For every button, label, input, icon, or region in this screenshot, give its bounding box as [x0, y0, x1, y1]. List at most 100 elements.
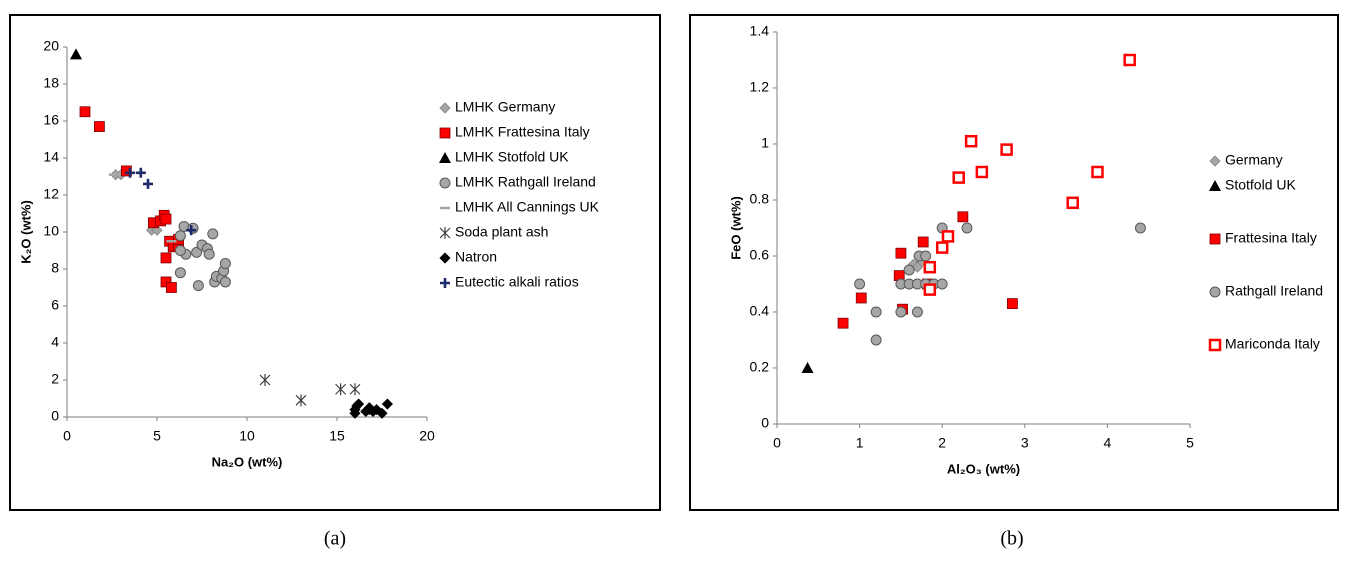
data-point	[125, 167, 135, 178]
y-tick-label: 1.2	[750, 79, 770, 95]
data-point	[363, 402, 375, 414]
x-axis-title: Na₂O (wt%)	[212, 454, 283, 469]
data-point	[160, 252, 172, 264]
data-point	[174, 267, 186, 279]
x-tick-label: 0	[773, 435, 781, 451]
data-point	[191, 246, 203, 258]
data-point	[957, 211, 969, 223]
y-tick-label: 18	[43, 75, 59, 91]
data-point	[855, 292, 867, 304]
data-point	[335, 383, 347, 396]
legend-marker	[439, 127, 451, 139]
y-tick-label: 10	[43, 223, 59, 239]
y-tick-label: 0	[761, 415, 769, 431]
x-tick-label: 2	[938, 435, 946, 451]
data-point	[917, 236, 929, 248]
y-tick-label: 0.4	[750, 303, 770, 319]
x-tick-label: 20	[419, 428, 435, 444]
data-point	[349, 383, 361, 396]
panel-frame	[689, 14, 1339, 511]
data-point	[1007, 298, 1018, 310]
x-tick-label: 3	[1021, 435, 1029, 451]
x-tick-label: 15	[329, 428, 345, 444]
data-point	[920, 250, 932, 262]
data-point	[165, 282, 177, 293]
y-tick-label: 6	[51, 297, 59, 313]
y-tick-label: 0	[51, 408, 59, 424]
data-point	[964, 134, 978, 148]
data-point	[961, 222, 973, 234]
legend-label: LMHK All Cannings UK	[455, 199, 600, 215]
legend-marker	[1209, 180, 1221, 191]
legend-label: Eutectic alkali ratios	[455, 274, 579, 290]
y-tick-label: 1	[761, 135, 769, 151]
x-axis-title: Al₂O₃ (wt%)	[947, 461, 1020, 476]
data-point	[381, 398, 393, 410]
y-tick-label: 0.8	[750, 191, 770, 207]
data-point	[135, 167, 146, 178]
y-tick-label: 4	[51, 334, 59, 350]
y-tick-label: 12	[43, 186, 59, 202]
panel-label: (b)	[1000, 528, 1023, 550]
data-point	[895, 306, 907, 318]
legend-label: Mariconda Italy	[1225, 336, 1320, 352]
legend-label: Rathgall Ireland	[1225, 283, 1323, 299]
data-point	[121, 165, 132, 177]
data-point	[79, 106, 91, 118]
data-point	[70, 48, 82, 60]
data-point	[207, 228, 219, 240]
legend-marker	[439, 102, 451, 114]
data-point	[219, 257, 231, 269]
data-point	[801, 362, 814, 373]
data-point	[952, 171, 965, 184]
x-tick-label: 5	[153, 428, 161, 444]
data-point	[143, 178, 153, 189]
legend-label: Stotfold UK	[1225, 177, 1296, 193]
y-tick-label: 14	[43, 149, 59, 165]
data-point	[870, 306, 882, 318]
data-point	[923, 260, 937, 274]
x-tick-label: 0	[63, 428, 71, 444]
legend-label: LMHK Stotfold UK	[455, 149, 569, 165]
data-point	[911, 261, 923, 273]
data-point	[941, 230, 955, 243]
y-tick-label: 16	[43, 112, 59, 128]
legend-marker	[439, 152, 451, 163]
data-point	[870, 334, 882, 346]
data-point	[1000, 143, 1013, 156]
data-point	[923, 283, 937, 296]
data-point	[192, 280, 204, 292]
legend-marker	[1209, 155, 1221, 167]
panel-label: (a)	[324, 528, 346, 550]
y-axis-title: K₂O (wt%)	[18, 200, 33, 264]
data-point	[895, 247, 907, 259]
data-point	[903, 264, 915, 276]
legend-label: Natron	[455, 249, 497, 265]
y-tick-label: 2	[51, 371, 59, 387]
y-tick-label: 8	[51, 260, 59, 276]
data-point	[295, 394, 307, 407]
y-axis-title: FeO (wt%)	[728, 196, 743, 260]
data-point	[174, 245, 186, 256]
legend-marker	[1208, 338, 1222, 352]
x-tick-label: 5	[1186, 435, 1194, 451]
legend-marker	[439, 227, 451, 239]
data-point	[94, 121, 105, 132]
data-point	[219, 276, 231, 288]
legend-marker	[1209, 233, 1221, 245]
data-point	[1123, 53, 1136, 67]
data-point	[353, 398, 365, 410]
data-point	[1091, 165, 1104, 179]
legend-label: LMHK Germany	[455, 99, 555, 115]
data-point	[186, 225, 197, 236]
legend-marker	[439, 252, 451, 264]
legend-marker	[439, 177, 451, 189]
data-point	[187, 222, 199, 234]
data-point	[376, 407, 388, 419]
data-point	[203, 248, 215, 260]
data-point	[160, 213, 172, 225]
panel-frame	[9, 14, 661, 511]
x-tick-label: 10	[239, 428, 255, 444]
data-point	[259, 374, 271, 386]
